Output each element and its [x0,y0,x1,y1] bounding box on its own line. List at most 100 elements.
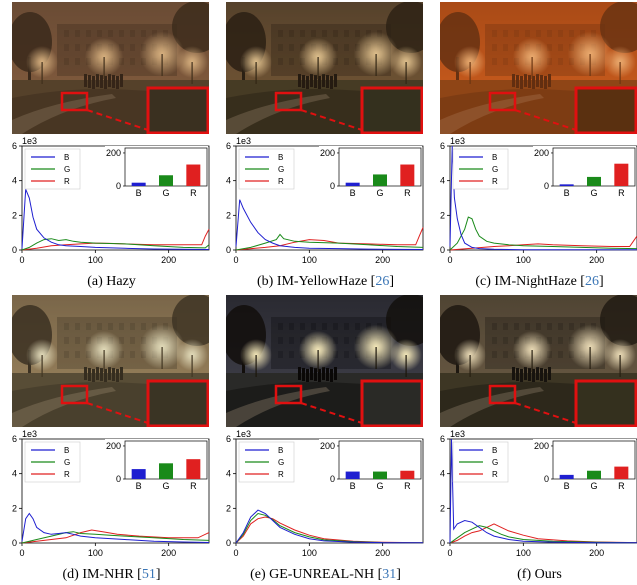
inset-bar-g [587,470,601,479]
inset-bar-r [186,164,201,186]
citation-link[interactable]: 26 [375,274,390,289]
inset-category-label: G [162,481,169,491]
inset-y-tick-label: 0 [330,181,335,191]
zoom-inset-box [574,86,637,134]
x-tick-label: 100 [88,548,103,558]
chart-container: 0 2 4 6 1e3 0 100 200 B G R 0 200 B G R [4,429,210,561]
zoom-inset-box [574,379,637,427]
chart-container: 0 2 4 6 1e3 0 100 200 B G R 0 200 B G R [432,429,637,561]
y-tick-label: 4 [440,176,445,186]
y-tick-label: 2 [440,210,445,220]
chart-container: 0 2 4 6 1e3 0 100 200 B G R 0 200 B G R [218,429,424,561]
inset-category-label: R [190,188,197,198]
legend-label-b: B [64,446,69,455]
legend-label-b: B [278,153,283,162]
inset-category-label: G [590,188,597,198]
y-tick-label: 4 [12,469,17,479]
x-tick-label: 0 [19,255,24,265]
inset-bar-b [345,182,360,186]
x-tick-label: 200 [589,548,604,558]
series-line-b [21,512,210,543]
y-scale-label: 1e3 [450,429,465,439]
inset-y-tick-label: 0 [116,474,121,484]
zoom-region-box [274,384,303,405]
legend-label-g: G [492,458,498,467]
y-tick-label: 0 [226,538,231,548]
legend-label-g: G [278,165,284,174]
series-line-r [21,529,210,544]
photo-container [12,2,209,134]
y-scale-label: 1e3 [22,429,37,439]
x-tick-label: 200 [161,255,176,265]
citation-link[interactable]: 31 [382,567,397,582]
y-tick-label: 6 [440,141,445,151]
inset-category-label: G [590,481,597,491]
inset-bar-b [131,182,146,186]
photo-container [440,295,637,427]
x-tick-label: 200 [375,548,390,558]
legend-label-g: G [278,458,284,467]
y-tick-label: 2 [226,210,231,220]
inset-bar-r [614,466,629,479]
inset-bar-r [186,459,201,479]
citation-link[interactable]: 26 [584,274,599,289]
inset-bar-chart: 0 200 B G R [105,439,208,493]
chart-container: 0 2 4 6 1e3 0 100 200 B G R 0 200 B G R [432,136,637,268]
y-tick-label: 2 [12,210,17,220]
zoom-connector-line [300,402,363,424]
panel-caption: (c) IM-NightHaze [26] [432,274,637,290]
panel-caption: (f) Ours [432,567,637,583]
legend-label-r: R [278,177,284,186]
photo-container [226,2,423,134]
y-scale-label: 1e3 [450,136,465,146]
y-scale-label: 1e3 [236,136,251,146]
x-tick-label: 0 [447,548,452,558]
series-line-g [449,216,637,251]
series-line-b [235,509,424,544]
x-tick-label: 100 [302,255,317,265]
inset-bar-chart: 0 200 B G R [319,439,422,493]
series-line-b [21,189,210,250]
x-tick-label: 200 [589,255,604,265]
inset-bar-g [159,175,173,186]
zoom-inset-box [146,86,209,134]
y-tick-label: 0 [12,538,17,548]
legend-label-r: R [64,177,70,186]
night-scene-photo [226,2,423,134]
y-tick-label: 2 [440,503,445,513]
inset-bar-r [614,163,629,186]
legend-label-r: R [492,470,498,479]
inset-y-tick-label: 200 [320,148,335,158]
panel-caption: (e) GE-UNREAL-NH [31] [218,567,433,583]
inset-category-label: B [136,188,142,198]
x-tick-label: 200 [375,255,390,265]
legend-label-b: B [278,446,283,455]
photo-container [12,295,209,427]
zoom-connector-line [514,109,577,131]
inset-y-tick-label: 200 [106,148,121,158]
citation-link[interactable]: 51 [141,567,156,582]
inset-bar-chart: 0 200 B G R [533,439,636,493]
inset-y-tick-label: 200 [106,441,121,451]
x-tick-label: 0 [447,255,452,265]
y-tick-label: 6 [440,434,445,444]
zoom-connector-line [86,109,149,131]
inset-category-label: G [376,481,383,491]
inset-bar-b [559,474,574,479]
legend: BGR [452,441,509,483]
y-tick-label: 0 [440,538,445,548]
x-tick-label: 0 [233,255,238,265]
caption-text: (f) Ours [517,567,562,582]
series-line-b [449,438,637,544]
zoom-region-box [274,91,303,112]
caption-text: (c) IM-NightHaze [ [475,274,585,289]
y-tick-label: 4 [440,469,445,479]
y-tick-label: 6 [226,434,231,444]
zoom-connector-line [86,402,149,424]
inset-category-label: R [404,188,411,198]
y-tick-label: 6 [12,141,17,151]
caption-bracket: ] [396,567,401,582]
series-line-b [449,145,637,251]
legend-label-r: R [492,177,498,186]
